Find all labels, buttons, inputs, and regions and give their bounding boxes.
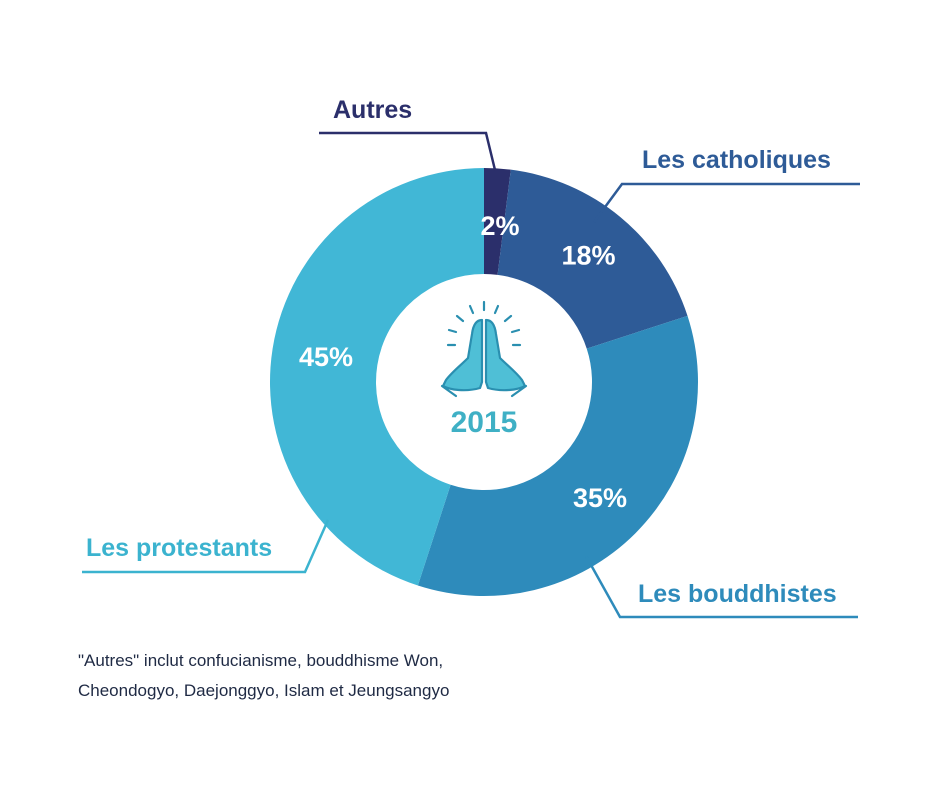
percent-label-bouddhistes: 35% <box>573 483 627 513</box>
leader-line-autres <box>319 131 497 171</box>
slice-protestants <box>269 168 484 586</box>
slice-catholiques <box>497 169 688 349</box>
leader-line-bouddhistes <box>584 555 858 619</box>
footnote-line-1: "Autres" inclut confucianisme, bouddhism… <box>78 651 444 670</box>
callout-label-bouddhistes: Les bouddhistes <box>638 580 837 608</box>
praying-hands-icon <box>440 300 528 398</box>
percent-label-autres: 2% <box>480 211 519 241</box>
slice-bouddhistes <box>417 315 698 597</box>
leader-line-protestants <box>82 519 330 574</box>
center-year-label: 2015 <box>451 406 518 439</box>
donut-slices <box>269 168 698 597</box>
footnote: "Autres" inclut confucianisme, bouddhism… <box>78 646 548 706</box>
footnote-line-2: Cheondogyo, Daejonggyo, Islam et Jeungsa… <box>78 681 450 700</box>
percent-label-catholiques: 18% <box>562 241 616 271</box>
percent-label-protestants: 45% <box>299 342 353 372</box>
percent-labels: 2% 18% 35% 45% <box>299 211 627 513</box>
callout-label-autres: Autres <box>333 96 412 124</box>
slice-autres <box>484 168 511 275</box>
leader-lines <box>82 131 860 619</box>
callout-label-catholiques: Les catholiques <box>642 146 831 174</box>
leader-line-catholiques <box>592 182 860 223</box>
callout-label-protestants: Les protestants <box>86 534 272 562</box>
